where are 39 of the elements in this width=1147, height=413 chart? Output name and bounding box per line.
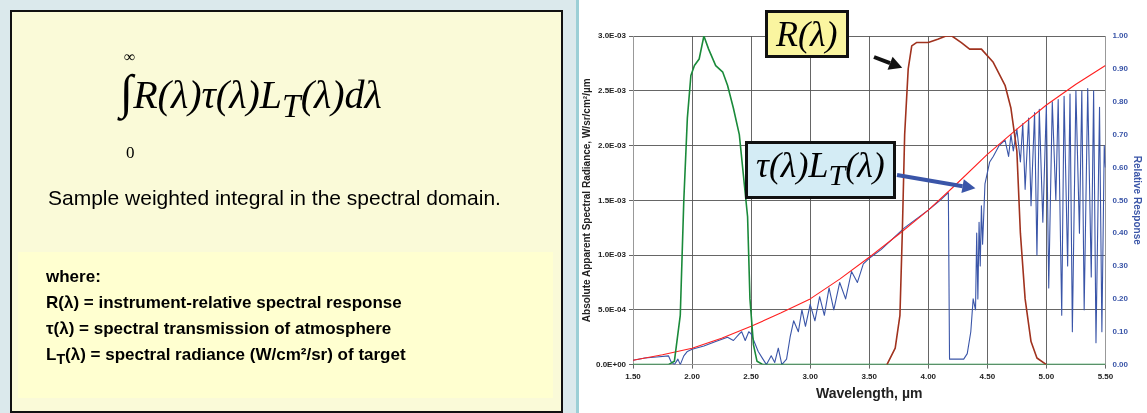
annotation: τ(λ)L$_{T}$(λ) [745, 141, 896, 200]
y2-tick-label: 1.00 [1112, 31, 1129, 41]
x-tick-label: 1.50 [625, 371, 642, 381]
y2-tick-label: 0.50 [1112, 195, 1129, 205]
y-tick-label: 0.0E+00 [596, 359, 627, 369]
y-tick-label: 1.5E-03 [598, 195, 627, 205]
text: where: [46, 266, 102, 288]
text: R(λ) = instrument-relative spectral response [46, 292, 403, 314]
text: Sample weighted integral in the spectral domain. [48, 185, 502, 211]
y2-tick-label: 0.90 [1112, 64, 1129, 74]
annotation: R(λ) [765, 10, 849, 58]
y-axis-title: Absolute Apparent Spectral Radiance, W/sr/cm²/µm [580, 78, 592, 323]
y-tick-label: 3.0E-03 [598, 31, 627, 41]
y2-tick-label: 0.70 [1112, 129, 1129, 139]
y2-tick-label: 0.80 [1112, 96, 1129, 106]
text: τ(λ) = spectral transmission of atmosphere [46, 318, 393, 340]
y-tick-label: 5.0E-04 [598, 305, 627, 315]
x-tick-label: 5.50 [1097, 371, 1114, 381]
x-tick-label: 4.00 [920, 371, 937, 381]
text: ∞ [124, 48, 136, 66]
x-tick-label: 3.50 [861, 371, 878, 381]
x-tick-label: 5.00 [1038, 371, 1055, 381]
x-tick-label: 2.50 [743, 371, 760, 381]
y2-tick-label: 0.00 [1112, 359, 1129, 369]
x-tick-label: 2.00 [684, 371, 701, 381]
y2-tick-label: 0.40 [1112, 228, 1129, 238]
x-axis-title: Wavelength, µm [816, 385, 923, 402]
y2-axis-title: Relative Response [1132, 155, 1144, 246]
y2-tick-label: 0.30 [1112, 261, 1129, 271]
x-tick-label: 4.50 [979, 371, 996, 381]
y2-tick-label: 0.20 [1112, 294, 1129, 304]
y-tick-label: 2.0E-03 [598, 140, 627, 150]
text: L$_{T}$(λ) = spectral radiance (W/cm²/sr) of target [46, 344, 407, 370]
x-tick-label: 3.00 [802, 371, 819, 381]
y2-tick-label: 0.60 [1112, 162, 1129, 172]
y2-tick-label: 0.10 [1112, 326, 1129, 336]
y-tick-label: 2.5E-03 [598, 85, 627, 95]
text: 0 [126, 143, 135, 163]
y-tick-label: 1.0E-03 [598, 250, 627, 260]
